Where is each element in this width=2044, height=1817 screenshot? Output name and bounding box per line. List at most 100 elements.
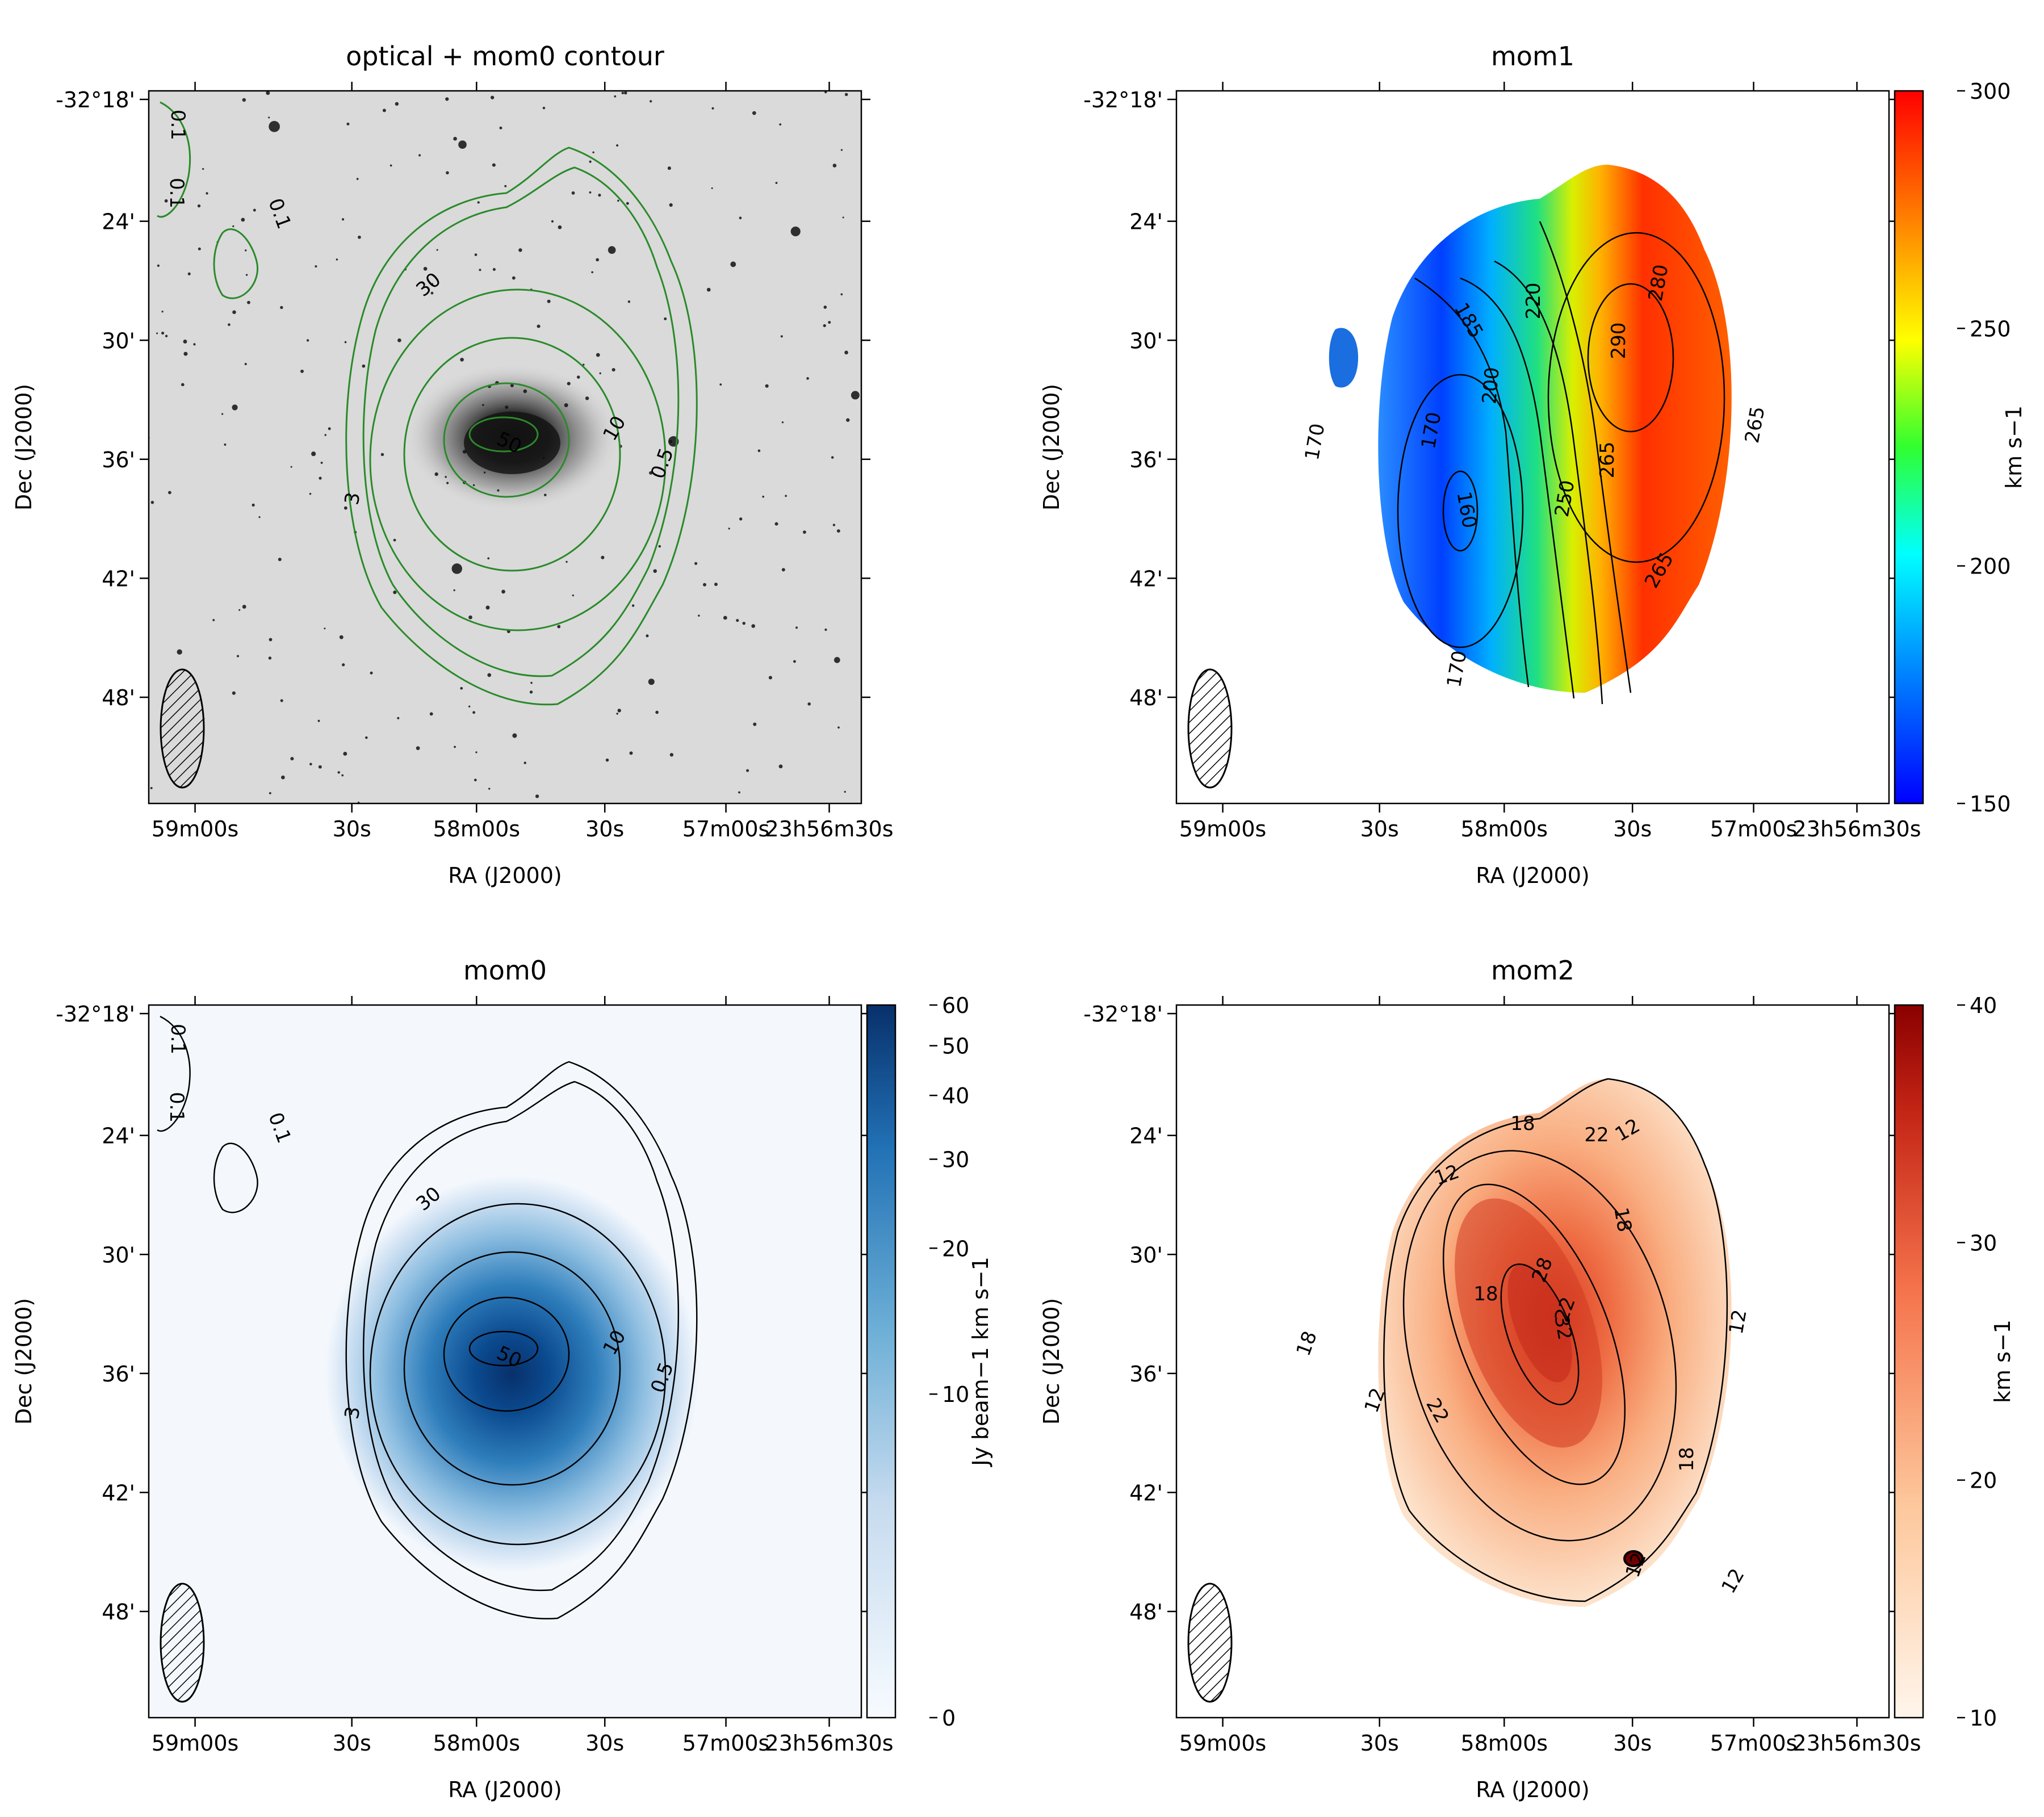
star bbox=[790, 226, 801, 237]
x-tick-label: 30s bbox=[333, 1731, 371, 1756]
star bbox=[280, 305, 283, 309]
star bbox=[446, 482, 449, 484]
star bbox=[669, 753, 674, 757]
star bbox=[544, 493, 547, 497]
star bbox=[738, 791, 740, 794]
star bbox=[650, 100, 652, 103]
star bbox=[614, 95, 617, 98]
star bbox=[300, 369, 304, 373]
star bbox=[358, 235, 361, 239]
star bbox=[719, 383, 722, 386]
star bbox=[183, 351, 188, 356]
colorbar-label: km s−1 bbox=[2001, 405, 2026, 489]
y-tick-label: 30' bbox=[102, 328, 135, 353]
star bbox=[653, 569, 657, 573]
star bbox=[765, 384, 769, 388]
y-tick-label: 24' bbox=[102, 1124, 135, 1149]
x-axis-label: RA (J2000) bbox=[448, 1777, 562, 1802]
star bbox=[202, 168, 204, 170]
star bbox=[566, 560, 568, 563]
star bbox=[626, 202, 629, 205]
star bbox=[343, 752, 347, 756]
star bbox=[418, 154, 421, 157]
star bbox=[781, 568, 785, 572]
y-axis-label: Dec (J2000) bbox=[11, 384, 36, 510]
star bbox=[768, 676, 772, 680]
star bbox=[589, 160, 592, 163]
star bbox=[780, 335, 783, 338]
star bbox=[306, 339, 309, 342]
x-tick-label: 23h56m30s bbox=[1793, 817, 1921, 841]
colorbar-tick-label: 30 bbox=[942, 1148, 969, 1173]
mom0-contours-green bbox=[157, 101, 698, 706]
star bbox=[523, 761, 526, 764]
star bbox=[429, 712, 433, 716]
plot-frame bbox=[1175, 90, 1890, 805]
beam-ellipse bbox=[160, 1582, 205, 1703]
star bbox=[714, 583, 718, 587]
star bbox=[824, 628, 827, 631]
star bbox=[454, 746, 456, 748]
contour-label: 32 bbox=[1549, 1313, 1576, 1342]
star bbox=[596, 353, 600, 357]
colorbar-tick-label: 0 bbox=[942, 1706, 956, 1731]
star bbox=[490, 95, 495, 99]
star bbox=[309, 763, 312, 766]
star bbox=[497, 489, 500, 492]
star bbox=[269, 638, 273, 642]
star bbox=[370, 671, 373, 675]
star bbox=[746, 769, 749, 772]
y-tick-label: 42' bbox=[102, 566, 135, 591]
star bbox=[723, 616, 727, 620]
star bbox=[530, 681, 533, 684]
star bbox=[382, 108, 386, 112]
x-axis-label: RA (J2000) bbox=[1476, 863, 1590, 888]
colorbar-tick-label: 250 bbox=[1970, 316, 2011, 341]
star bbox=[356, 178, 359, 181]
star bbox=[523, 389, 527, 393]
star bbox=[599, 372, 601, 375]
star bbox=[730, 261, 736, 267]
star bbox=[564, 403, 568, 408]
star bbox=[212, 619, 215, 621]
colorbar-label: Jy beam−1 km s−1 bbox=[968, 1257, 993, 1467]
star bbox=[608, 246, 616, 254]
star bbox=[664, 317, 667, 321]
colorbar-tick-label: 50 bbox=[942, 1034, 969, 1059]
star bbox=[472, 711, 476, 714]
star bbox=[161, 311, 164, 313]
star bbox=[535, 794, 539, 798]
contour-label: 0.1 bbox=[166, 1024, 189, 1054]
contour-label: 200 bbox=[1478, 366, 1504, 405]
colorbar-label: km s−1 bbox=[1990, 1320, 2015, 1403]
star bbox=[339, 635, 344, 639]
y-tick-label: 36' bbox=[1129, 447, 1163, 472]
x-tick-label: 30s bbox=[1613, 817, 1652, 841]
star bbox=[177, 649, 182, 655]
star bbox=[621, 91, 625, 95]
star bbox=[669, 203, 673, 207]
star bbox=[831, 456, 834, 459]
star bbox=[156, 332, 158, 334]
contour-label: 18 bbox=[1473, 1283, 1498, 1305]
x-tick-label: 57m00s bbox=[682, 817, 770, 841]
star bbox=[694, 562, 698, 565]
star bbox=[197, 204, 201, 208]
y-tick-label: 36' bbox=[1129, 1362, 1163, 1387]
colorbar-tick-label: 60 bbox=[942, 993, 969, 1018]
star bbox=[183, 340, 187, 344]
star bbox=[311, 451, 316, 457]
star bbox=[446, 171, 449, 175]
contour-label: 0.1 bbox=[165, 1092, 188, 1123]
colorbar: 150 200 250 300 km s−1 bbox=[1894, 79, 2026, 817]
star bbox=[617, 199, 619, 202]
star bbox=[557, 625, 561, 629]
star bbox=[487, 557, 490, 560]
y-tick-label: 30' bbox=[102, 1242, 135, 1267]
plot-frame bbox=[1175, 1004, 1890, 1719]
star bbox=[778, 764, 783, 769]
colorbar: 0 10 20 30 40 50 60 Jy beam−1 km s−1 bbox=[866, 993, 993, 1731]
star bbox=[460, 686, 463, 690]
